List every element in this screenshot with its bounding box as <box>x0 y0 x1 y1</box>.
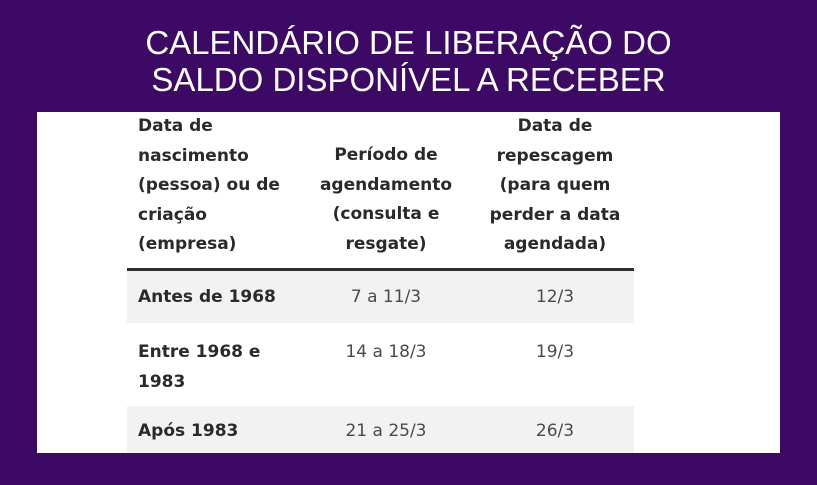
header-line: Período de <box>334 145 438 165</box>
table-row: Entre 1968 e 1983 14 a 18/3 19/3 <box>127 323 634 406</box>
header-line: (para quem <box>499 175 611 195</box>
page-title: CALENDÁRIO DE LIBERAÇÃO DO SALDO DISPONÍ… <box>0 24 817 98</box>
row-scheduling-period: 14 a 18/3 <box>345 342 427 362</box>
column-header-scheduling-period: Período de agendamento (consulta e resga… <box>307 141 465 259</box>
header-line: criação <box>138 204 207 225</box>
header-line: agendada) <box>503 234 607 254</box>
table-row: Após 1983 21 a 25/3 26/3 <box>127 406 634 453</box>
row-repescagem-date: 19/3 <box>535 342 575 362</box>
column-header-repescagem-date: Data de repescagem (para quem perder a d… <box>479 112 631 260</box>
header-line: (pessoa) ou de <box>138 175 280 195</box>
row-label-birth-range: Antes de 1968 <box>138 282 298 312</box>
title-line-1: CALENDÁRIO DE LIBERAÇÃO DO <box>145 24 672 61</box>
row-label-line: Entre 1968 e <box>138 342 261 362</box>
header-line: Data de <box>138 116 213 136</box>
row-scheduling-period: 7 a 11/3 <box>350 287 422 307</box>
row-repescagem-date: 12/3 <box>535 287 575 307</box>
row-repescagem-date: 26/3 <box>535 421 575 441</box>
column-header-birth-date: Data de nascimento (pessoa) ou de criaçã… <box>138 112 298 260</box>
header-line: (consulta e <box>332 204 440 224</box>
row-label-line: Antes de 1968 <box>138 287 276 307</box>
header-line: agendamento <box>319 174 453 195</box>
header-line: resgate) <box>345 233 427 254</box>
row-scheduling-period: 21 a 25/3 <box>345 421 427 441</box>
header-line: Data de <box>517 116 593 136</box>
release-calendar-table: Data de nascimento (pessoa) ou de criaçã… <box>127 112 634 453</box>
table-row: Antes de 1968 7 a 11/3 12/3 <box>127 271 634 323</box>
header-divider <box>127 268 634 271</box>
header-line: repescagem <box>496 145 614 166</box>
header-line: (empresa) <box>138 234 237 254</box>
header-line: perder a data <box>489 204 621 225</box>
header-line: nascimento <box>138 145 249 166</box>
row-label-birth-range: Após 1983 <box>138 416 298 446</box>
row-label-line: 1983 <box>138 372 186 392</box>
row-label-line: Após 1983 <box>138 421 239 441</box>
row-label-birth-range: Entre 1968 e 1983 <box>138 337 298 397</box>
title-line-2: SALDO DISPONÍVEL A RECEBER <box>151 61 666 98</box>
